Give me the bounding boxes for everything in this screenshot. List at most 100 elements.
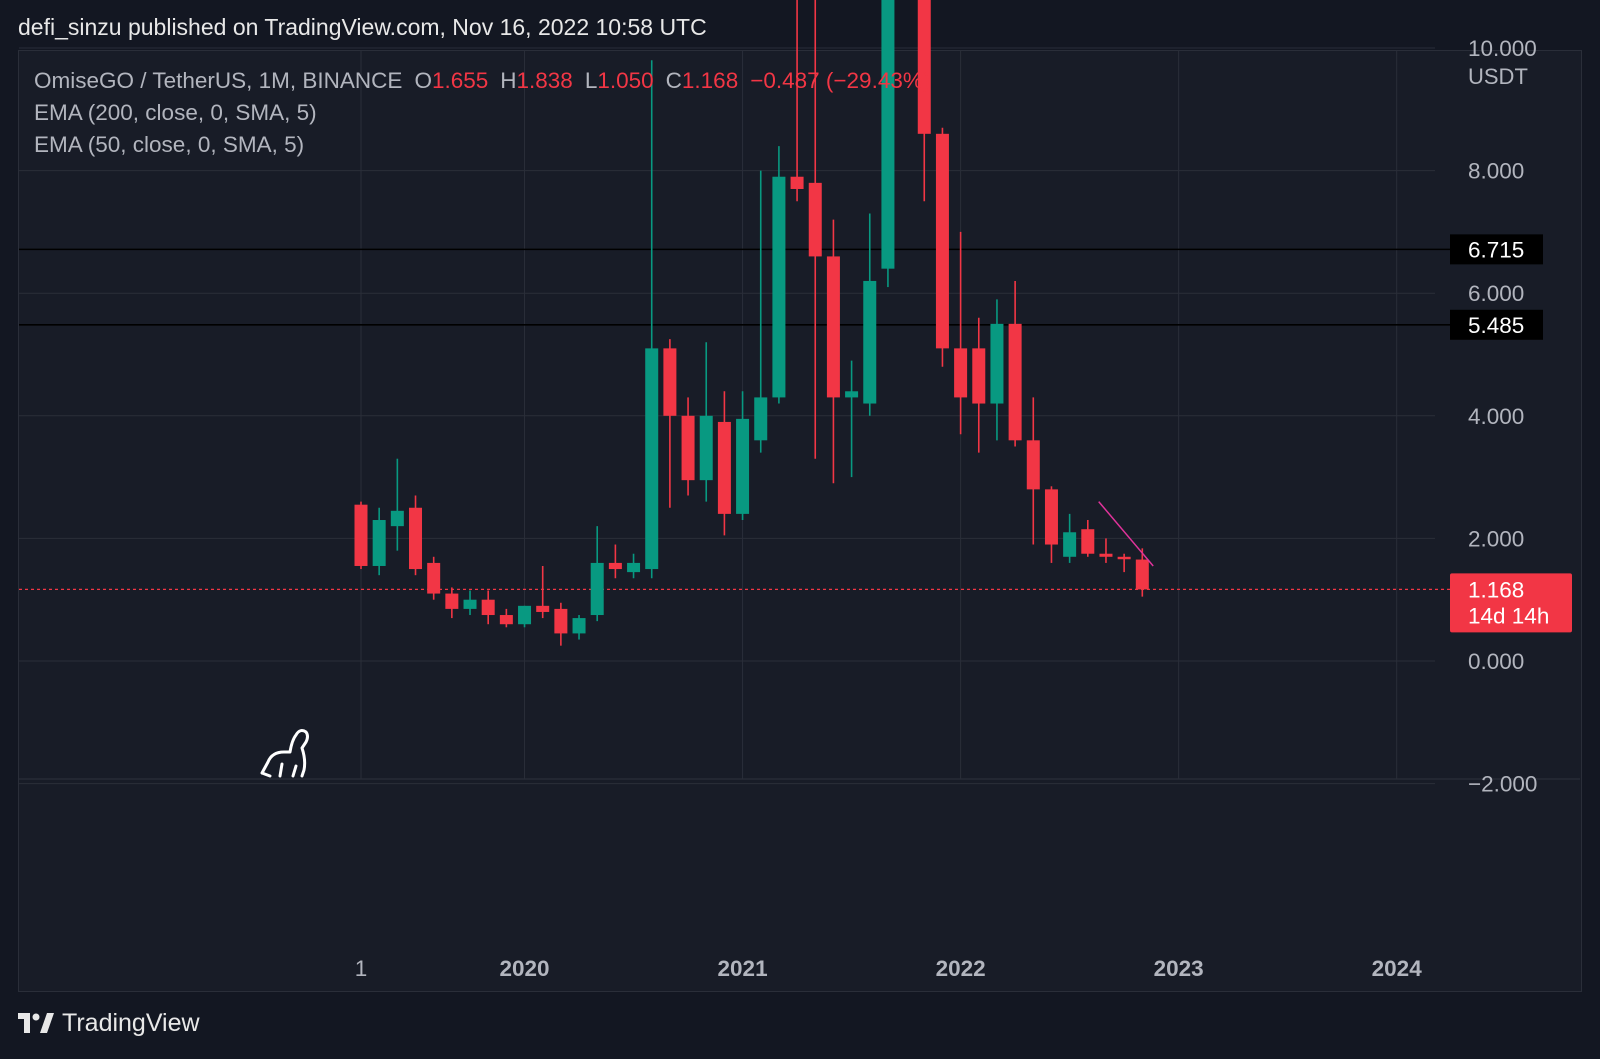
x-tick-label: 2020 <box>499 956 549 981</box>
candle[interactable] <box>499 608 513 628</box>
candle-body <box>536 605 550 612</box>
tradingview-brand: TradingView <box>62 1009 200 1037</box>
candle[interactable] <box>1117 553 1131 573</box>
candle[interactable] <box>354 501 368 570</box>
currency-label: USDT <box>1468 64 1528 89</box>
x-tick-label: 2023 <box>1154 956 1204 981</box>
candle-body <box>463 599 477 609</box>
candle[interactable] <box>536 565 550 619</box>
legend-ema200[interactable]: EMA (200, close, 0, SMA, 5) <box>34 100 317 125</box>
last-price-bg <box>1450 573 1572 633</box>
candle-body <box>390 510 404 527</box>
legend-ema50[interactable]: EMA (50, close, 0, SMA, 5) <box>34 132 304 157</box>
candle-body <box>1117 556 1131 560</box>
candle-body <box>627 562 641 573</box>
candle-body <box>790 176 804 189</box>
last-price-text: 1.168 <box>1468 577 1524 602</box>
candle[interactable] <box>845 360 859 478</box>
candle-body <box>972 348 986 404</box>
y-tick-label: 10.000 <box>1468 36 1537 61</box>
countdown-text: 14d 14h <box>1468 603 1549 628</box>
candle[interactable] <box>627 553 641 579</box>
candle-body <box>808 182 822 257</box>
candle[interactable] <box>772 146 786 404</box>
tradingview-footer[interactable]: TradingView <box>18 1009 200 1038</box>
candle-body <box>409 507 423 570</box>
candle[interactable] <box>1044 486 1058 563</box>
candle-body <box>445 593 459 609</box>
candle[interactable] <box>935 127 949 367</box>
price-label[interactable]: 6.715 <box>1450 234 1543 265</box>
horizontal-price-lines <box>19 248 1450 326</box>
y-tick-label: 6.000 <box>1468 281 1524 306</box>
candle-body <box>954 348 968 398</box>
candle-body <box>772 176 786 398</box>
candle[interactable] <box>881 0 895 288</box>
candle[interactable] <box>590 526 604 622</box>
candle-body <box>608 562 622 570</box>
candle[interactable] <box>645 60 659 579</box>
dino-icon <box>260 729 309 778</box>
price-label-text: 6.715 <box>1468 237 1524 262</box>
price-label[interactable]: 5.485 <box>1450 309 1543 340</box>
candle[interactable] <box>409 495 423 576</box>
candle[interactable] <box>972 317 986 453</box>
candle[interactable] <box>608 544 622 579</box>
candle[interactable] <box>572 615 586 640</box>
candle-body <box>1099 553 1113 557</box>
candle-body <box>427 562 441 594</box>
candle[interactable] <box>736 391 750 521</box>
candle[interactable] <box>990 299 1004 441</box>
candle[interactable] <box>826 219 840 484</box>
candle[interactable] <box>1099 538 1113 563</box>
candle[interactable] <box>863 213 877 416</box>
candle[interactable] <box>754 170 768 453</box>
candle-body <box>935 133 949 349</box>
candle[interactable] <box>481 590 495 625</box>
y-tick-label: 8.000 <box>1468 159 1524 184</box>
grid-lines <box>19 47 1435 785</box>
candle[interactable] <box>427 556 441 600</box>
candle[interactable] <box>1135 548 1149 597</box>
candle[interactable] <box>790 0 804 202</box>
candle[interactable] <box>681 397 695 496</box>
candle[interactable] <box>954 231 968 435</box>
candle[interactable] <box>663 339 677 508</box>
time-axis: 1 2020 2021 2022 2023 2024 <box>355 956 1422 981</box>
y-tick-label: −2.000 <box>1468 772 1537 797</box>
candle-body <box>590 562 604 616</box>
candle[interactable] <box>699 342 713 502</box>
candle[interactable] <box>717 391 731 536</box>
candle-body <box>990 323 1004 404</box>
price-axis: 18.00016.00014.00012.00010.0008.0006.000… <box>1468 36 1537 797</box>
candle[interactable] <box>554 602 568 646</box>
candle-body <box>1063 532 1077 557</box>
x-tick-label: 2022 <box>936 956 986 981</box>
candle-body <box>681 415 695 481</box>
price-label-bg <box>1450 234 1543 265</box>
chart-frame[interactable] <box>18 50 1582 992</box>
candle[interactable] <box>1008 280 1022 447</box>
candle[interactable] <box>1026 397 1040 545</box>
candle[interactable] <box>1063 513 1077 563</box>
candle-body <box>736 418 750 514</box>
candle[interactable] <box>390 458 404 551</box>
candle[interactable] <box>917 0 931 202</box>
candle[interactable] <box>463 590 477 616</box>
candle[interactable] <box>372 507 386 576</box>
candle[interactable] <box>518 605 532 628</box>
candle-body <box>717 421 731 514</box>
candle[interactable] <box>445 587 459 619</box>
candle-body <box>1081 529 1095 554</box>
x-tick-label: 2021 <box>718 956 768 981</box>
candle[interactable] <box>808 0 822 459</box>
candle-body <box>845 391 859 398</box>
y-tick-label: 2.000 <box>1468 526 1524 551</box>
price-label-bg <box>1450 309 1543 340</box>
candle[interactable] <box>1081 520 1095 557</box>
y-tick-label: 4.000 <box>1468 404 1524 429</box>
candle-body <box>1008 323 1022 441</box>
